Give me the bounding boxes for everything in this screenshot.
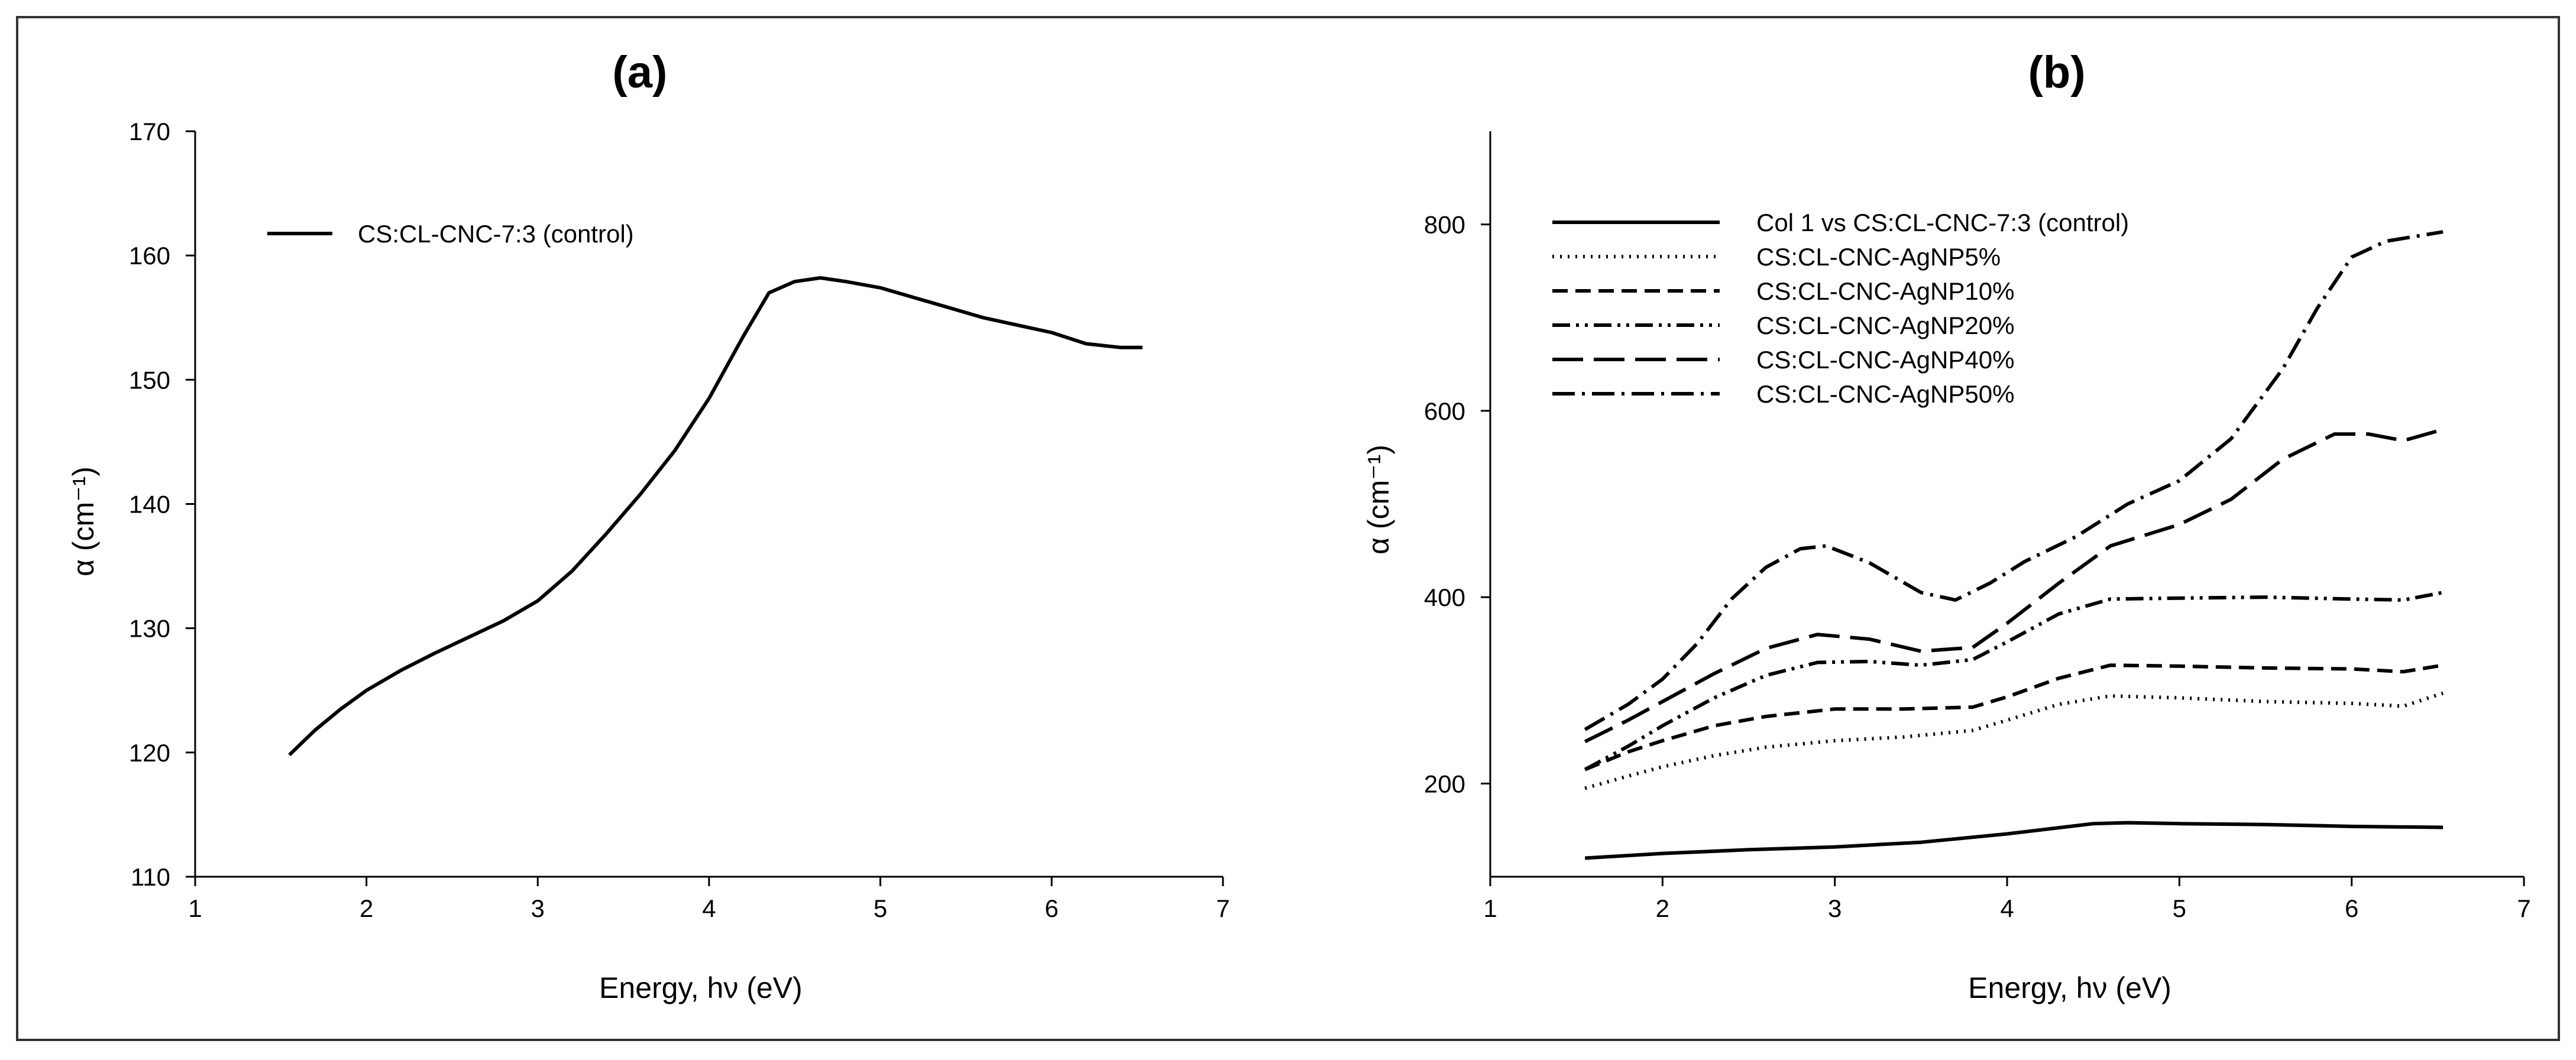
y-tick-label: 400 [1424, 584, 1465, 611]
x-tick-label: 2 [360, 894, 373, 922]
y-tick-label: 200 [1424, 770, 1465, 798]
y-tick-label: 150 [129, 366, 170, 394]
x-tick-label: 1 [188, 894, 202, 922]
y-tick-label: 160 [129, 242, 170, 270]
y-tick-label: 800 [1424, 211, 1465, 239]
series-line [288, 276, 1143, 757]
series-line [1584, 230, 2444, 731]
panel-title: (a) [613, 47, 668, 98]
series-line [1585, 821, 2444, 860]
x-tick-label: 3 [531, 894, 545, 922]
series-line [1584, 427, 2444, 744]
x-tick-label: 3 [1828, 894, 1842, 922]
x-tick-label: 7 [1216, 894, 1229, 922]
series-line [1584, 591, 2444, 772]
y-tick-label: 130 [129, 615, 170, 643]
legend-label: CS:CL-CNC-AgNP20% [1756, 312, 2014, 339]
y-tick-label: 110 [131, 863, 170, 891]
panel-a: (a) Energy, hν (eV) α (cm⁻¹) 1 2 3 4 5 6 7 110 1… [67, 47, 1230, 1004]
x-axis-label: Energy, hν (eV) [1968, 971, 2172, 1004]
x-tick-label: 4 [702, 894, 716, 922]
y-tick-label: 140 [129, 491, 170, 518]
x-tick-label: 6 [2345, 894, 2358, 922]
x-tick-label: 5 [2173, 894, 2186, 922]
x-tick-label: 1 [1483, 894, 1497, 922]
y-axis-label: α (cm⁻¹) [67, 466, 100, 576]
legend-label: CS:CL-CNC-7:3 (control) [358, 220, 634, 248]
panel-title: (b) [2028, 47, 2085, 98]
x-tick-label: 5 [873, 894, 887, 922]
legend-label: CS:CL-CNC-AgNP40% [1756, 346, 2014, 374]
legend-label: CS:CL-CNC-AgNP10% [1756, 277, 2014, 305]
x-axis-label: Energy, hν (eV) [599, 971, 802, 1004]
x-tick-label: 7 [2517, 894, 2530, 922]
series-line [1584, 663, 2444, 772]
y-axis-label: α (cm⁻¹) [1362, 445, 1395, 555]
legend-label: Col 1 vs CS:CL-CNC-7:3 (control) [1756, 209, 2129, 236]
figure-border [16, 16, 2560, 1041]
x-tick-label: 2 [1656, 894, 1669, 922]
panel-b: (b) Energy, hν (eV) α (cm⁻¹) 1 2 3 4 5 6 7 200 4… [1362, 47, 2531, 1004]
x-tick-label: 4 [2000, 894, 2014, 922]
y-tick-label: 170 [129, 118, 170, 145]
legend-label: CS:CL-CNC-AgNP5% [1756, 243, 2001, 271]
legend-label: CS:CL-CNC-AgNP50% [1756, 380, 2014, 408]
y-tick-label: 120 [129, 739, 170, 767]
y-tick-label: 600 [1424, 397, 1465, 425]
x-tick-label: 6 [1045, 894, 1059, 922]
